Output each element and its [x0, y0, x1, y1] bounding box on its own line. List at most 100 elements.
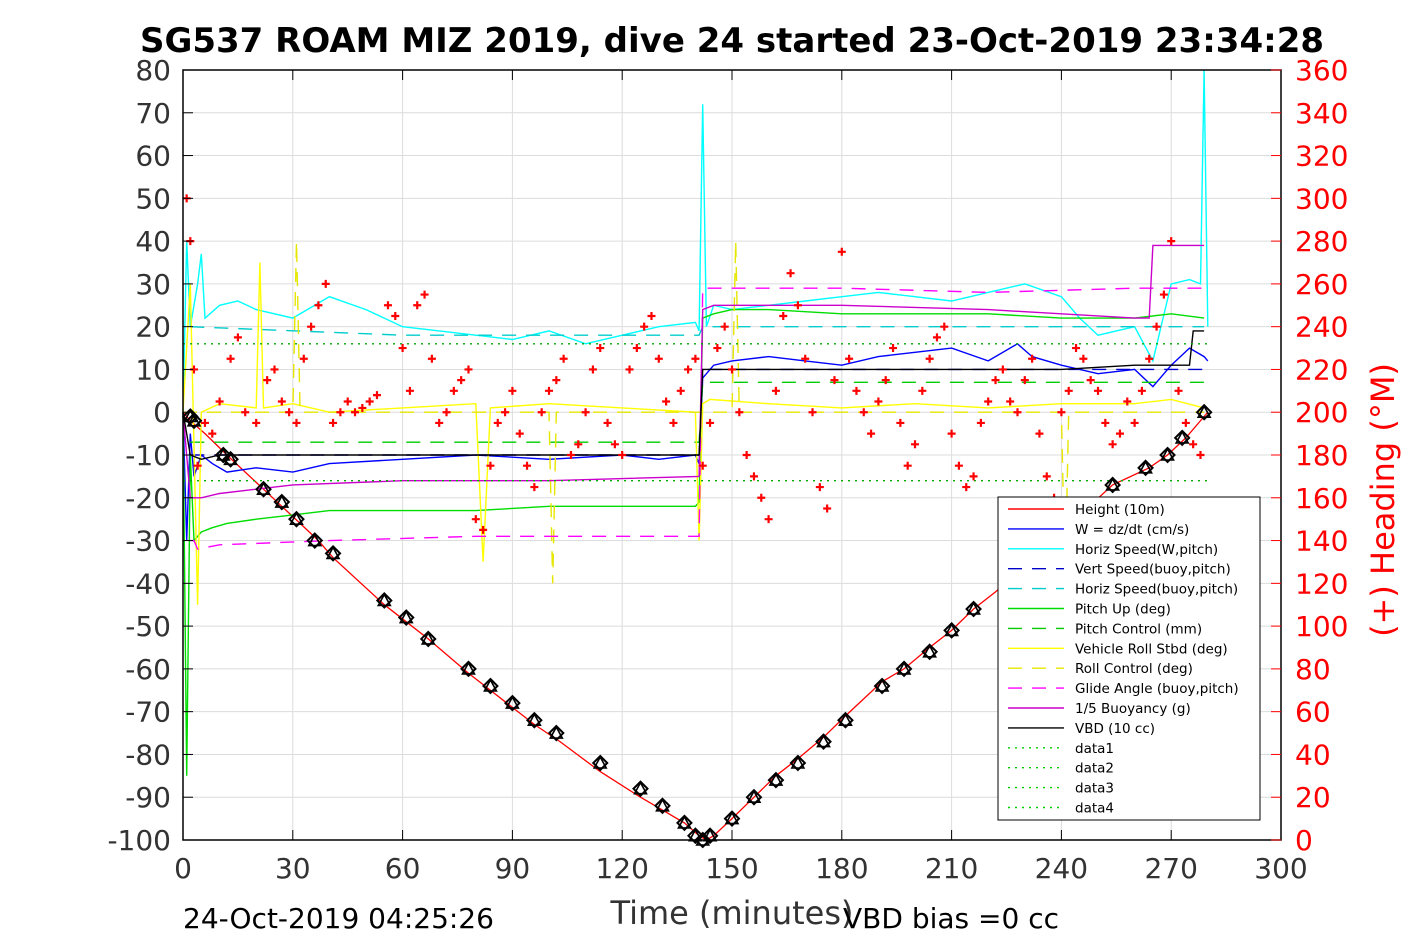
heading-point: [1174, 386, 1183, 395]
y-tick-label: -90: [125, 781, 171, 814]
heading-point: [1115, 429, 1124, 438]
heading-point: [764, 515, 773, 524]
depth-marker-triangle: [256, 481, 271, 496]
heading-point: [735, 408, 744, 417]
heading-point: [1130, 418, 1139, 427]
y-tick-label: -70: [125, 696, 171, 729]
legend-label-data4: data4: [1075, 801, 1114, 817]
heading-point: [786, 269, 795, 278]
heading-point: [1101, 418, 1110, 427]
heading-point: [329, 418, 338, 427]
heading-point: [1006, 397, 1015, 406]
legend-label-data2: data2: [1075, 761, 1114, 777]
y-tick-label: 40: [135, 225, 171, 258]
depth-marker-triangle: [838, 712, 853, 727]
legend-label-roll_ctrl: Roll Control (deg): [1075, 661, 1193, 677]
heading-point: [200, 418, 209, 427]
depth-marker-diamond: [943, 621, 961, 639]
y-tick-label: -50: [125, 610, 171, 643]
heading-point: [537, 408, 546, 417]
heading-point: [859, 408, 868, 417]
heading-point: [1064, 386, 1073, 395]
y-tick-label: -30: [125, 525, 171, 558]
depth-marker-triangle: [376, 592, 392, 607]
legend-label-glide: Glide Angle (buoy,pitch): [1075, 681, 1239, 697]
heading-point: [896, 418, 905, 427]
x-tick-label: 270: [1144, 852, 1197, 885]
heading-point: [1137, 386, 1146, 395]
heading-point: [1152, 322, 1161, 331]
heading-point: [523, 461, 532, 470]
heading-point: [226, 354, 235, 363]
heading-point: [1035, 429, 1044, 438]
depth-marker-diamond: [503, 694, 521, 712]
heading-point: [493, 418, 502, 427]
heading-point: [728, 365, 736, 374]
heading-point: [808, 408, 817, 417]
y-tick-label: -60: [125, 653, 171, 686]
heading-point: [837, 247, 846, 256]
y-tick-label: -80: [125, 738, 171, 771]
heading-point: [940, 322, 949, 331]
heading-point: [713, 344, 722, 353]
legend-label-vert_buoy: Vert Speed(buoy,pitch): [1075, 562, 1231, 578]
depth-marker-diamond: [306, 532, 324, 549]
heading-point: [270, 365, 279, 374]
heading-point: [277, 397, 286, 406]
heading-point: [398, 344, 407, 353]
heading-point: [881, 376, 890, 385]
heading-point: [1189, 440, 1198, 449]
heading-point: [640, 322, 649, 331]
y-tick-label: 70: [135, 97, 171, 130]
heading-point: [405, 386, 414, 395]
depth-marker-diamond: [1137, 459, 1154, 477]
y-right-tick-label: 260: [1295, 268, 1348, 301]
legend: Height (10m) W = dz/dt (cm/s) Horiz Speed(…: [997, 496, 1261, 821]
y-tick-label: 30: [135, 268, 171, 301]
heading-point: [618, 451, 627, 459]
depth-marker-diamond: [789, 754, 807, 772]
depth-marker-diamond: [767, 771, 785, 789]
series-horiz_buoy: [190, 326, 1205, 336]
heading-point: [307, 322, 316, 331]
y-tick-label: -100: [107, 824, 171, 857]
heading-point: [321, 279, 330, 288]
depth-marker-triangle: [548, 725, 564, 739]
heading-point: [932, 333, 941, 342]
heading-point: [449, 386, 458, 395]
depth-marker-diamond: [288, 510, 305, 528]
heading-point: [815, 483, 824, 492]
legend-label-height: Height (10m): [1075, 502, 1165, 518]
heading-point: [442, 408, 451, 417]
x-tick-label: 90: [495, 852, 531, 885]
heading-point: [676, 386, 685, 395]
legend-label-buoy: 1/5 Buoyancy (g): [1075, 701, 1191, 717]
x-tick-label: 150: [705, 852, 758, 885]
y-right-tick-label: 180: [1295, 439, 1348, 472]
depth-marker-diamond: [694, 831, 712, 849]
depth-marker-diamond: [255, 480, 272, 498]
heading-point: [867, 429, 876, 438]
heading-point: [1086, 376, 1095, 385]
depth-marker-diamond: [1159, 446, 1176, 464]
depth-marker-diamond: [273, 493, 291, 511]
y-right-tick-label: 300: [1295, 182, 1348, 215]
heading-point: [962, 483, 971, 492]
heading-point: [918, 386, 927, 395]
heading-point: [471, 515, 480, 524]
depth-marker-diamond: [723, 810, 741, 828]
heading-point: [501, 408, 510, 417]
y-right-tick-label: 100: [1295, 610, 1348, 643]
y-tick-label: 60: [135, 140, 171, 173]
y-right-tick-label: 0: [1295, 824, 1313, 857]
depth-marker-diamond: [324, 544, 342, 562]
depth-marker-triangle: [289, 511, 304, 525]
depth-marker-diamond: [965, 600, 982, 618]
heading-point: [343, 397, 352, 406]
depth-marker-diamond: [701, 827, 719, 845]
y-tick-label: 50: [135, 182, 171, 215]
x-tick-label: 210: [925, 852, 978, 885]
heading-point: [830, 376, 839, 385]
depth-marker-triangle: [223, 451, 238, 466]
